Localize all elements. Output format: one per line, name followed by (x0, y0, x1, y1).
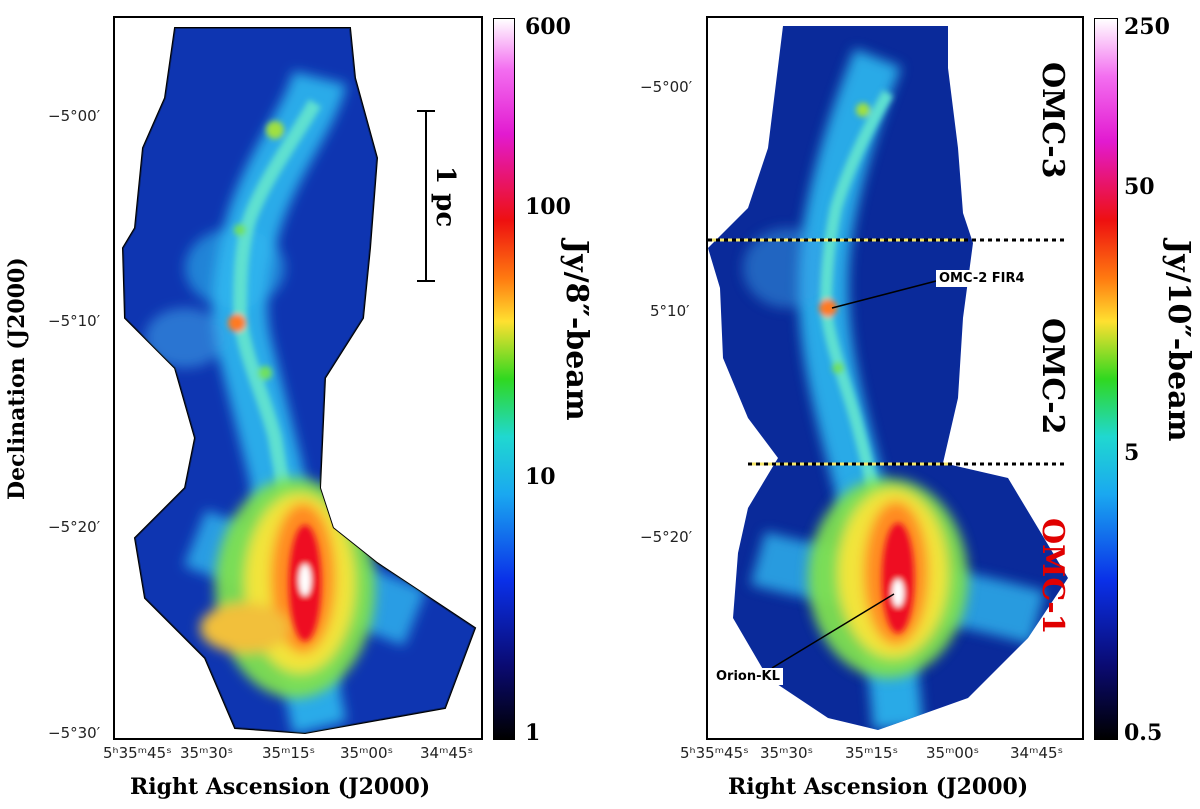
right-ra-tick-1: 35ᵐ30ˢ (760, 744, 814, 762)
left-ra-tick-1: 35ᵐ30ˢ (180, 744, 234, 762)
left-colorbar (493, 18, 515, 740)
left-dec-tick-0: −5°00′ (48, 107, 101, 125)
right-ra-tick-0: 5ʰ35ᵐ45ˢ (680, 744, 749, 762)
right-map-panel: OMC-2 FIR4 Orion-KL OMC-3 OMC-2 OMC-1 (706, 16, 1084, 740)
scale-bar-label: 1 pc (430, 166, 460, 228)
right-dec-tick-1: 5°10′ (650, 302, 690, 320)
region-omc2: OMC-2 (1035, 318, 1070, 435)
right-colorbar (1094, 18, 1118, 740)
right-dec-tick-0: −5°00′ (640, 78, 693, 96)
left-ra-tick-3: 35ᵐ00ˢ (340, 744, 394, 762)
left-ra-tick-2: 35ᵐ15ˢ (262, 744, 316, 762)
right-xlabel: Right Ascension (J2000) (728, 774, 1029, 800)
left-ra-tick-0: 5ʰ35ᵐ45ˢ (103, 744, 172, 762)
right-ra-tick-2: 35ᵐ15ˢ (845, 744, 899, 762)
right-cbar-tick-0-5: 0.5 (1124, 720, 1163, 746)
left-map-panel: 1 pc (113, 16, 483, 740)
right-dec-tick-2: −5°20′ (640, 528, 693, 546)
right-cbar-tick-50: 50 (1124, 174, 1155, 200)
left-cbar-label: Jy/8″-beam (559, 240, 594, 421)
scale-bar (417, 110, 435, 282)
left-cbar-tick-100: 100 (525, 194, 571, 220)
left-cbar-tick-10: 10 (525, 464, 556, 490)
left-dec-tick-1: −5°10′ (48, 312, 101, 330)
left-dec-tick-2: −5°20′ (48, 518, 101, 536)
right-cbar-tick-5: 5 (1124, 440, 1140, 466)
fir4-label: OMC-2 FIR4 (936, 270, 1028, 287)
left-cbar-tick-1: 1 (525, 720, 541, 746)
left-xlabel: Right Ascension (J2000) (130, 774, 431, 800)
right-cbar-label: Jy/10″-beam (1161, 240, 1196, 442)
left-ylabel: Declination (J2000) (4, 257, 30, 500)
left-dec-tick-3: −5°30′ (48, 724, 101, 742)
right-ra-tick-3: 35ᵐ00ˢ (926, 744, 980, 762)
right-ra-tick-4: 34ᵐ45ˢ (1010, 744, 1064, 762)
left-cbar-tick-600: 600 (525, 14, 571, 40)
left-intensity-map (121, 27, 477, 735)
region-omc1: OMC-1 (1035, 518, 1070, 635)
orion-kl-label: Orion-KL (713, 668, 783, 685)
region-omc3: OMC-3 (1035, 62, 1070, 179)
left-ra-tick-4: 34ᵐ45ˢ (420, 744, 474, 762)
right-intensity-map (708, 26, 1068, 730)
right-cbar-tick-250: 250 (1124, 14, 1170, 40)
